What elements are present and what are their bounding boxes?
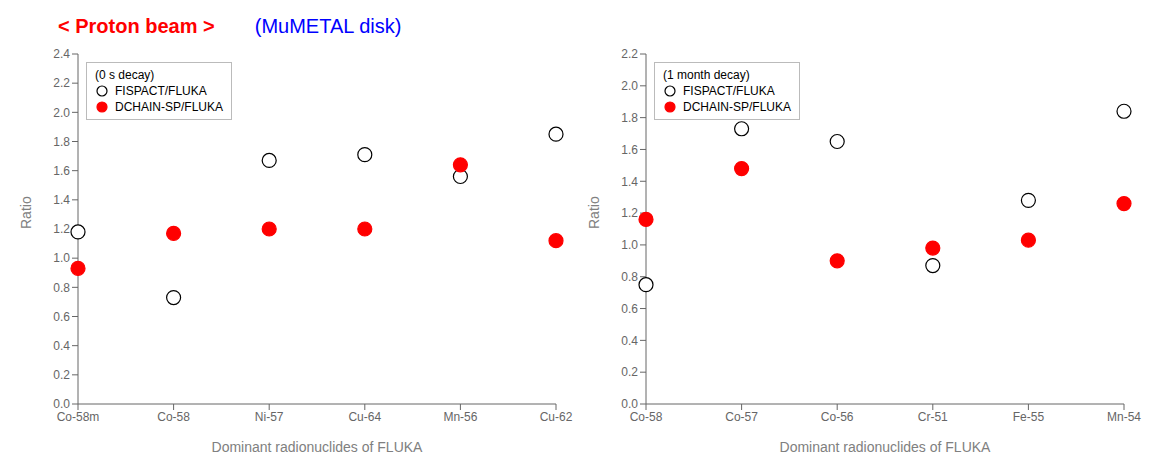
svg-text:1.2: 1.2 bbox=[53, 222, 70, 236]
svg-text:0.6: 0.6 bbox=[621, 302, 638, 316]
html-text:(MuMETAL disk): (MuMETAL disk) bbox=[254, 14, 402, 37]
html-text:(0 s decay): (0 s decay) bbox=[95, 68, 155, 82]
svg-text:Co-58m: Co-58m bbox=[57, 410, 100, 424]
svg-text:1.6: 1.6 bbox=[621, 143, 638, 157]
svg-text:2.0: 2.0 bbox=[53, 106, 70, 120]
svg-text:Cr-51: Cr-51 bbox=[918, 410, 948, 424]
svg-text:Cu-64: Cu-64 bbox=[348, 410, 381, 424]
svg-text:Ni-57: Ni-57 bbox=[255, 410, 284, 424]
svg-text:0.4: 0.4 bbox=[621, 334, 638, 348]
html-text:< Proton beam >: < Proton beam > bbox=[58, 14, 215, 37]
html-text:FISPACT/FLUKA: FISPACT/FLUKA bbox=[683, 84, 775, 98]
svg-text:Co-58: Co-58 bbox=[157, 410, 190, 424]
svg-text:1.0: 1.0 bbox=[621, 238, 638, 252]
svg-text:Mn-54: Mn-54 bbox=[1107, 410, 1141, 424]
svg-text:2.2: 2.2 bbox=[53, 76, 70, 90]
svg-text:1.4: 1.4 bbox=[621, 175, 638, 189]
svg-text:0.8: 0.8 bbox=[621, 270, 638, 284]
svg-text:2.2: 2.2 bbox=[621, 47, 638, 61]
svg-text:0.0: 0.0 bbox=[621, 397, 638, 411]
svg-text:Dominant radionuclides of FLUK: Dominant radionuclides of FLUKA bbox=[212, 439, 424, 455]
svg-text:Fe-55: Fe-55 bbox=[1013, 410, 1045, 424]
svg-text:Co-56: Co-56 bbox=[821, 410, 854, 424]
svg-text:2.4: 2.4 bbox=[53, 47, 70, 61]
html-text:DCHAIN-SP/FLUKA: DCHAIN-SP/FLUKA bbox=[683, 100, 791, 114]
svg-text:0.0: 0.0 bbox=[53, 397, 70, 411]
html-text:FISPACT/FLUKA: FISPACT/FLUKA bbox=[115, 84, 207, 98]
svg-text:0.4: 0.4 bbox=[53, 339, 70, 353]
svg-text:1.0: 1.0 bbox=[53, 251, 70, 265]
svg-text:1.2: 1.2 bbox=[621, 206, 638, 220]
svg-text:1.4: 1.4 bbox=[53, 193, 70, 207]
svg-text:Mn-56: Mn-56 bbox=[443, 410, 477, 424]
svg-text:Co-58: Co-58 bbox=[630, 410, 663, 424]
svg-text:0.2: 0.2 bbox=[621, 365, 638, 379]
svg-text:Dominant radionuclides of FLUK: Dominant radionuclides of FLUKA bbox=[780, 439, 992, 455]
svg-text:Cu-62: Cu-62 bbox=[540, 410, 573, 424]
svg-text:0.6: 0.6 bbox=[53, 310, 70, 324]
svg-text:Co-57: Co-57 bbox=[725, 410, 758, 424]
svg-text:0.2: 0.2 bbox=[53, 368, 70, 382]
html-text:DCHAIN-SP/FLUKA: DCHAIN-SP/FLUKA bbox=[115, 100, 223, 114]
svg-text:0.8: 0.8 bbox=[53, 281, 70, 295]
svg-text:1.8: 1.8 bbox=[53, 135, 70, 149]
svg-text:Ratio: Ratio bbox=[586, 196, 602, 229]
svg-text:1.8: 1.8 bbox=[621, 111, 638, 125]
svg-text:2.0: 2.0 bbox=[621, 79, 638, 93]
html-text:(1 month decay): (1 month decay) bbox=[663, 68, 750, 82]
svg-text:1.6: 1.6 bbox=[53, 164, 70, 178]
svg-text:Ratio: Ratio bbox=[18, 196, 34, 229]
